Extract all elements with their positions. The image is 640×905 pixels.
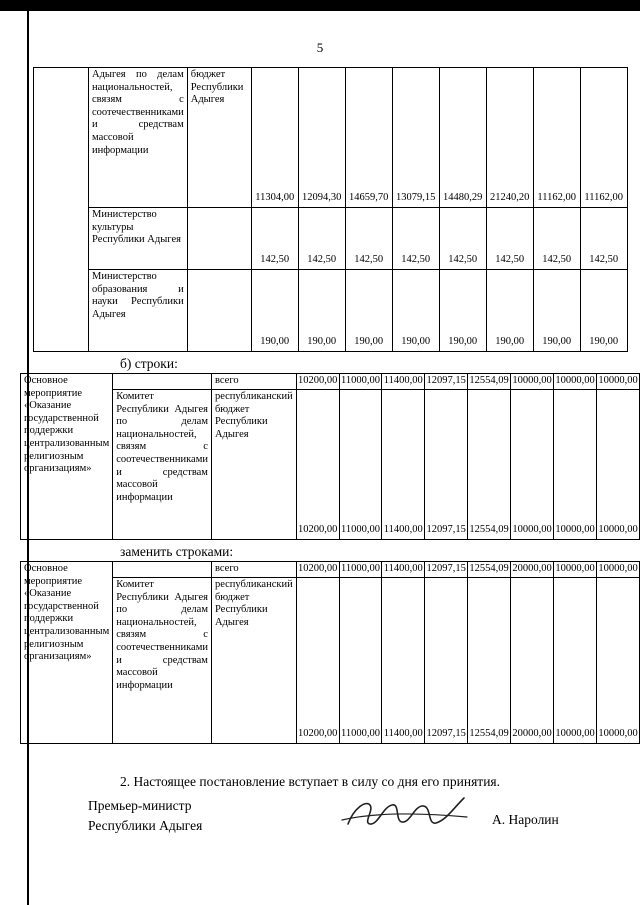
scan-artifact-left (27, 10, 29, 905)
budget-type-cell (186, 269, 252, 352)
value-cell: 11000,00 (338, 389, 383, 540)
value-cell: 10000,00 (596, 389, 640, 540)
value-cell: 12097,15 (424, 389, 469, 540)
measure-cell: Основное мероприятие «Оказание государст… (19, 373, 114, 540)
table-row-budget: Комитет Республики Адыгея по делам нацио… (21, 577, 640, 744)
value-cell: 10200,00 (295, 561, 340, 578)
value-cell: 11304,00 (250, 67, 299, 208)
table-rows-old: Основное мероприятие «Оказание государст… (19, 373, 640, 540)
value-cell: 10000,00 (596, 373, 640, 390)
label-rows-b: б) строки: (120, 356, 178, 371)
value-cell: 142,50 (532, 207, 581, 270)
value-cell: 10000,00 (553, 389, 598, 540)
value-cell: 12554,09 (467, 561, 512, 578)
value-cell: 190,00 (485, 269, 534, 352)
executor-cell: Адыгея по делам национальностей, связям … (88, 67, 188, 208)
table-row: Министерство образования и науки Республ… (34, 269, 628, 352)
value-cell: 12097,15 (424, 561, 469, 578)
value-cell: 12097,15 (424, 373, 469, 390)
executor-cell: Комитет Республики Адыгея по делам нацио… (112, 389, 212, 540)
signature-scribble (341, 797, 468, 825)
value-cell: 11000,00 (338, 561, 383, 578)
value-cell: 142,50 (391, 207, 440, 270)
value-cell: 11162,00 (579, 67, 628, 208)
value-cell: 11400,00 (381, 577, 426, 744)
table-row: Министерство культуры Республики Адыгея … (34, 207, 628, 270)
signer-post-line2: Республики Адыгея (88, 817, 203, 833)
value-cell: 12554,09 (467, 389, 512, 540)
value-cell: 190,00 (579, 269, 628, 352)
table-row-total: Основное мероприятие «Оказание государст… (19, 561, 640, 744)
total-label-cell: всего (210, 561, 297, 578)
value-cell: 10000,00 (596, 561, 640, 578)
value-cell: 14659,70 (344, 67, 393, 208)
value-cell: 142,50 (250, 207, 299, 270)
value-cell: 10000,00 (553, 373, 598, 390)
value-cell: 142,50 (344, 207, 393, 270)
value-cell: 10200,00 (295, 389, 340, 540)
value-cell: 142,50 (579, 207, 628, 270)
budget-type-cell: республиканский бюджет Республики Адыгея (210, 577, 297, 744)
value-cell: 12094,30 (297, 67, 346, 208)
budget-type-cell (186, 207, 252, 270)
value-cell: 142,50 (485, 207, 534, 270)
value-cell: 190,00 (532, 269, 581, 352)
executor-cell: Комитет Республики Адыгея по делам нацио… (112, 577, 212, 744)
value-cell: 10200,00 (295, 577, 340, 744)
value-cell: 10000,00 (510, 373, 555, 390)
table-rows-new: Основное мероприятие «Оказание государст… (19, 561, 640, 744)
value-cell: 11400,00 (381, 389, 426, 540)
value-cell: 142,50 (438, 207, 487, 270)
empty-cell (33, 67, 89, 352)
closing-paragraph: 2. Настоящее постановление вступает в си… (120, 773, 501, 789)
empty-cell (112, 373, 212, 390)
value-cell: 21240,20 (485, 67, 534, 208)
value-cell: 13079,15 (391, 67, 440, 208)
budget-type-cell: республиканский бюджет Республики Адыгея (210, 389, 297, 540)
value-cell: 11000,00 (338, 373, 383, 390)
value-cell: 11400,00 (381, 373, 426, 390)
value-cell: 11162,00 (532, 67, 581, 208)
value-cell: 10000,00 (553, 577, 598, 744)
total-label-cell: всего (210, 373, 297, 390)
measure-cell: Основное мероприятие «Оказание государст… (19, 561, 114, 744)
signer-name: А. Наролин (492, 812, 559, 827)
value-cell: 10000,00 (553, 561, 598, 578)
value-cell: 10000,00 (596, 577, 640, 744)
empty-cell (112, 561, 212, 578)
table-resource-continuation: Адыгея по делам национальностей, связям … (33, 67, 628, 352)
value-cell: 142,50 (297, 207, 346, 270)
value-cell: 11400,00 (381, 561, 426, 578)
label-replace: заменить строками: (120, 544, 234, 559)
value-cell: 190,00 (344, 269, 393, 352)
value-cell: 12554,09 (467, 373, 512, 390)
table-row-budget: Комитет Республики Адыгея по делам нацио… (21, 389, 640, 540)
value-cell: 11000,00 (338, 577, 383, 744)
value-cell: 20000,00 (510, 577, 555, 744)
value-cell: 10000,00 (510, 389, 555, 540)
value-cell: 10200,00 (295, 373, 340, 390)
value-cell: 190,00 (391, 269, 440, 352)
value-cell: 190,00 (438, 269, 487, 352)
value-cell: 190,00 (297, 269, 346, 352)
value-cell: 190,00 (250, 269, 299, 352)
value-cell: 14480,29 (438, 67, 487, 208)
executor-cell: Министерство образования и науки Республ… (88, 269, 188, 352)
table-row-total: Основное мероприятие «Оказание государст… (19, 373, 640, 540)
scan-artifact-top (0, 0, 640, 11)
budget-type-cell: бюджет Республики Адыгея (186, 67, 252, 208)
page-number: 5 (316, 40, 324, 55)
signer-post: Премьер-министр Республики Адыгея (88, 796, 202, 835)
value-cell: 20000,00 (510, 561, 555, 578)
executor-cell: Министерство культуры Республики Адыгея (88, 207, 188, 270)
signer-post-line1: Премьер-министр (88, 798, 192, 813)
table-row: Адыгея по делам национальностей, связям … (33, 67, 628, 352)
value-cell: 12554,09 (467, 577, 512, 744)
value-cell: 12097,15 (424, 577, 469, 744)
